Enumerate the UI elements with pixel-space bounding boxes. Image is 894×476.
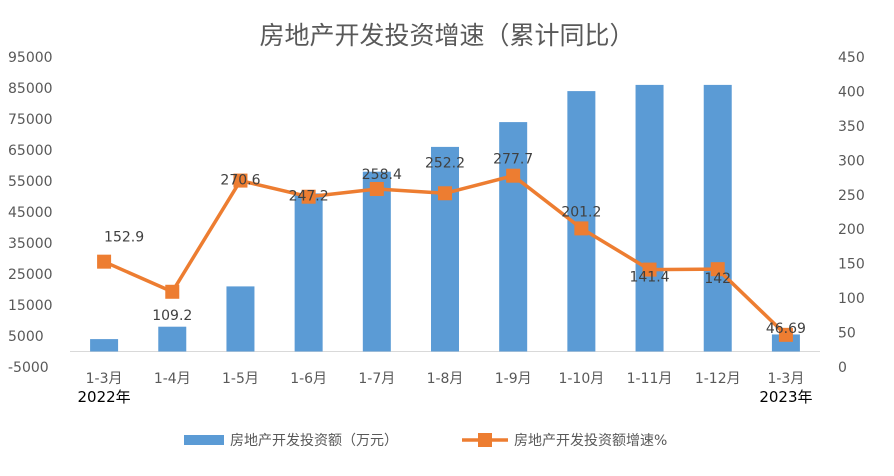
year-label: 2023年 xyxy=(759,388,812,406)
x-tick-label: 1-11月 xyxy=(627,371,673,387)
legend: 房地产开发投资额（万元） 房地产开发投资额增速% xyxy=(184,433,667,449)
x-tick-label: 1-7月 xyxy=(358,371,395,387)
x-tick-label: 1-3月 xyxy=(767,371,804,387)
left-tick-label: 65000 xyxy=(8,143,53,159)
legend-swatch-marker xyxy=(478,433,492,447)
line-marker xyxy=(642,262,657,277)
right-tick-label: 250 xyxy=(838,188,865,204)
year-label: 2022年 xyxy=(77,388,130,406)
right-tick-label: 0 xyxy=(838,360,847,376)
line-marker xyxy=(574,221,589,236)
right-tick-label: 450 xyxy=(838,50,865,66)
data-label: 152.9 xyxy=(104,230,144,246)
data-label: 141.4 xyxy=(629,270,669,286)
data-label: 258.4 xyxy=(362,167,402,183)
left-tick-label: 15000 xyxy=(8,298,53,314)
line-marker xyxy=(369,181,384,196)
x-tick-label: 1-12月 xyxy=(695,371,741,387)
right-tick-label: 400 xyxy=(838,84,865,100)
left-axis-ticks: 95000 85000 75000 65000 55000 45000 35000 25000… xyxy=(8,50,53,376)
left-tick-label: 25000 xyxy=(8,267,53,283)
right-tick-label: 150 xyxy=(838,257,865,273)
x-tick-label: 1-8月 xyxy=(427,371,464,387)
x-tick-label: 1-9月 xyxy=(495,371,532,387)
bar xyxy=(294,193,323,352)
line-marker xyxy=(301,189,316,204)
x-tick-label: 1-3月 xyxy=(86,371,123,387)
right-axis-ticks: 450 400 350 300 250 200 150 100 50 0 xyxy=(838,50,865,376)
line-marker xyxy=(97,254,112,269)
data-label: 46.69 xyxy=(766,321,806,337)
line-marker xyxy=(506,168,521,183)
data-label: 201.2 xyxy=(561,204,601,220)
data-label: 247.2 xyxy=(289,189,329,205)
left-tick-label: 85000 xyxy=(8,81,53,97)
left-tick-label: 35000 xyxy=(8,236,53,252)
line-marker xyxy=(165,284,180,299)
line-marker xyxy=(438,186,452,201)
data-label: 270.6 xyxy=(220,173,260,189)
bar xyxy=(226,286,255,352)
left-tick-label: 45000 xyxy=(8,205,53,221)
chart-title: 房地产开发投资增速（累计同比） xyxy=(259,21,634,50)
right-tick-label: 200 xyxy=(838,222,865,238)
left-tick-label: 95000 xyxy=(8,50,53,66)
left-tick-label: 75000 xyxy=(8,112,53,128)
line-series: 152.9 109.2 270.6 247.2 258.4 252.2 277.7 201.2… xyxy=(97,152,806,342)
bar-series xyxy=(90,84,800,352)
x-tick-label: 1-10月 xyxy=(558,371,604,387)
right-tick-label: 300 xyxy=(838,153,865,169)
bar xyxy=(703,84,732,352)
legend-swatch-bar xyxy=(184,435,224,445)
data-label: 252.2 xyxy=(425,155,465,171)
line-marker xyxy=(778,327,793,342)
bar xyxy=(499,122,528,352)
x-tick-label: 1-6月 xyxy=(290,371,327,387)
line-marker xyxy=(710,262,725,277)
bar xyxy=(431,146,459,352)
x-axis: 1-3月 1-4月 1-5月 1-6月 1-7月 1-8月 1-9月 1-10月 1-11月 1-… xyxy=(70,351,820,406)
x-tick-label: 1-5月 xyxy=(222,371,259,387)
right-tick-label: 50 xyxy=(838,326,856,342)
bar xyxy=(635,84,664,352)
bar xyxy=(90,339,119,352)
left-tick-label: -5000 xyxy=(8,360,49,376)
data-label: 109.2 xyxy=(152,308,192,324)
bar xyxy=(158,326,187,352)
legend-label-bar: 房地产开发投资额（万元） xyxy=(230,433,398,449)
data-label: 277.7 xyxy=(493,152,533,168)
x-tick-label: 1-4月 xyxy=(154,371,191,387)
right-tick-label: 350 xyxy=(838,119,865,135)
data-label: 142 xyxy=(704,271,731,287)
legend-label-line: 房地产开发投资额增速% xyxy=(514,433,667,449)
bar xyxy=(362,171,391,352)
right-tick-label: 100 xyxy=(838,291,865,307)
line-marker xyxy=(233,173,248,188)
left-tick-label: 5000 xyxy=(8,329,44,345)
left-tick-label: 55000 xyxy=(8,174,53,190)
